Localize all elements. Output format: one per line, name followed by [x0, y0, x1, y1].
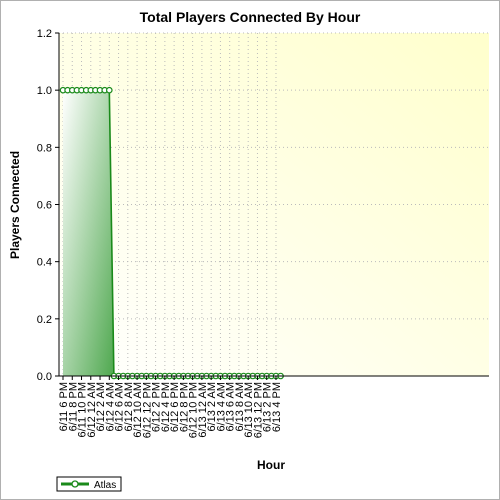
x-tick-label: 6/12 12 AM: [86, 382, 98, 438]
y-axis-label: Players Connected: [8, 151, 22, 259]
x-tick-label: 6/13 2 AM: [206, 382, 218, 432]
y-tick-label: 1.2: [37, 28, 52, 40]
x-tick-label: 6/13 4 AM: [215, 382, 227, 432]
chart-title: Total Players Connected By Hour: [140, 9, 361, 25]
y-axis-ticks: 0.0 0.2 0.4 0.6 0.8 1.0 1.2: [37, 28, 59, 383]
x-tick-label: 6/12 4 AM: [104, 382, 116, 432]
legend-swatch-marker: [71, 480, 79, 488]
plot-area: [59, 33, 489, 376]
x-tick-label: 6/13 4 PM: [271, 382, 283, 432]
x-tick-label: 6/11 10 PM: [77, 382, 89, 437]
series-area-layer: [63, 90, 114, 376]
x-tick-label: 6/12 2 AM: [95, 382, 107, 432]
y-tick-label: 0.6: [37, 200, 52, 212]
x-tick-label: 6/12 12 PM: [141, 382, 153, 438]
x-tick-label: 6/13 12 PM: [252, 382, 264, 438]
x-axis-ticks: 6/11 6 PM6/11 8 PM6/11 10 PM6/12 12 AM6/…: [58, 376, 283, 438]
x-tick-label: 6/11 6 PM: [58, 382, 70, 431]
legend-item-label: Atlas: [94, 480, 116, 491]
legend: Atlas: [56, 476, 122, 492]
x-tick-label: 6/12 6 PM: [169, 382, 181, 432]
x-tick-label: 6/13 12 AM: [197, 382, 209, 438]
y-tick-label: 0.8: [37, 142, 52, 154]
x-tick-label: 6/13 6 AM: [225, 382, 237, 432]
x-tick-label: 6/12 4 PM: [160, 382, 172, 432]
data-point: [106, 86, 113, 94]
series-area-atlas: [63, 90, 114, 376]
x-tick-label: 6/12 8 AM: [123, 382, 135, 432]
x-tick-label: 6/13 2 PM: [262, 382, 274, 432]
y-tick-label: 0.0: [37, 371, 52, 383]
x-tick-label: 6/12 6 AM: [114, 382, 126, 432]
y-tick-label: 0.2: [37, 314, 52, 326]
y-tick-label: 0.4: [37, 257, 52, 269]
x-tick-label: 6/13 8 AM: [234, 382, 246, 432]
x-tick-label: 6/12 2 PM: [151, 382, 163, 432]
y-tick-label: 1.0: [37, 85, 52, 97]
x-tick-label: 6/12 10 PM: [188, 382, 200, 438]
x-axis-label: Hour: [257, 458, 285, 472]
x-tick-label: 6/13 10 AM: [243, 382, 255, 438]
x-tick-label: 6/11 8 PM: [67, 382, 79, 431]
x-tick-label: 6/12 10 AM: [132, 382, 144, 438]
x-tick-label: 6/12 8 PM: [178, 382, 190, 432]
